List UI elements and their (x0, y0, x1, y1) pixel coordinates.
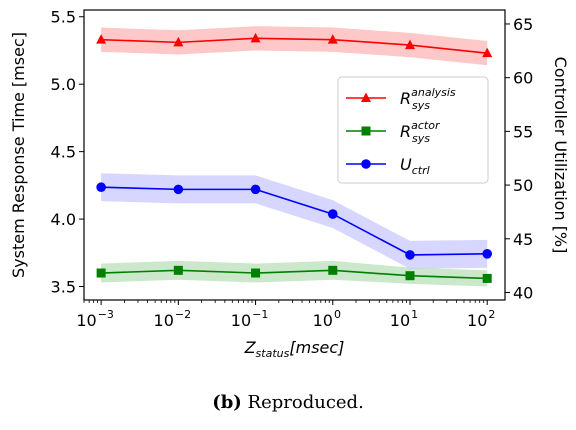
xtick-exponent-3: 0 (334, 308, 341, 321)
marker-0-4 (404, 39, 415, 50)
marker-1-0 (96, 268, 106, 278)
xtick-label-0: 10−3 (76, 308, 114, 330)
marker-2-4 (405, 250, 415, 260)
legend-label-0: Ranalysis (400, 86, 456, 108)
marker-2-2 (250, 184, 261, 195)
x-axis-label: Zstatus[msec] (244, 338, 345, 360)
ytick-left-label-2: 4.5 (51, 143, 76, 162)
marker-1-2 (251, 268, 261, 278)
figure-caption: (b) Reproduced. (0, 392, 576, 413)
ytick-left-label-1: 4.0 (51, 210, 76, 229)
marker-2-0 (96, 182, 106, 193)
marker-1-3 (328, 265, 338, 275)
ytick-right-label-2: 50 (513, 176, 533, 195)
legend-marker-2 (361, 159, 371, 169)
xtick-exponent-1: −2 (175, 308, 191, 321)
legend-marker-1 (361, 126, 371, 136)
line-0 (101, 37, 488, 54)
ytick-right-label-3: 55 (513, 122, 533, 141)
marker-0-0 (96, 34, 107, 44)
series-markers (96, 32, 493, 283)
line-1 (101, 269, 488, 280)
xtick-label-2: 10−1 (231, 308, 269, 330)
caption-label: (b) (212, 392, 242, 413)
band-1 (101, 260, 488, 287)
xtick-minor-group (83, 300, 485, 303)
marker-2-5 (482, 249, 493, 259)
xtick-label-3: 100 (313, 308, 341, 330)
marker-1-4 (405, 271, 415, 281)
band-0 (101, 26, 488, 66)
plot-frame (83, 9, 506, 301)
xtick-label-1: 10−2 (154, 308, 192, 330)
marker-0-1 (173, 36, 184, 47)
legend-box (337, 76, 489, 184)
xtick-exponent-2: −1 (252, 308, 268, 321)
marker-2-1 (173, 184, 184, 195)
ytick-right-label-4: 60 (513, 69, 533, 88)
marker-0-2 (250, 32, 261, 43)
ytick-left-label-3: 5.0 (51, 75, 76, 94)
marker-1-1 (173, 265, 183, 275)
legend-sub-1: sys (412, 132, 430, 145)
xtick-exponent-5: 2 (488, 308, 495, 321)
legend-sub-0: sys (412, 99, 430, 112)
ytick-left-label-4: 5.5 (51, 8, 76, 27)
xtick-label-5: 102 (467, 308, 495, 330)
marker-0-3 (327, 34, 338, 44)
ytick-left-label-0: 3.5 (51, 278, 76, 297)
marker-1-5 (482, 273, 492, 283)
legend-marker-0 (361, 92, 371, 102)
ytick-right-label-5: 65 (513, 15, 533, 34)
legend-label-1: Ractor (400, 119, 441, 141)
line-2 (101, 186, 488, 256)
y-axis-left-label: System Response Time [msec] (9, 32, 28, 278)
ytick-right-label-1: 45 (513, 230, 533, 249)
marker-0-5 (482, 47, 493, 58)
series-lines (101, 37, 488, 280)
y-axis-right-label: Controller Utilization [%] (551, 57, 570, 254)
marker-2-3 (327, 209, 338, 219)
xtick-label-4: 101 (390, 308, 418, 330)
xtick-exponent-4: 1 (411, 308, 418, 321)
legend-label-2: Uctrl (400, 155, 430, 177)
caption-text: Reproduced. (241, 392, 364, 413)
ytick-right-label-0: 40 (513, 283, 533, 302)
xtick-exponent-0: −3 (98, 308, 114, 321)
